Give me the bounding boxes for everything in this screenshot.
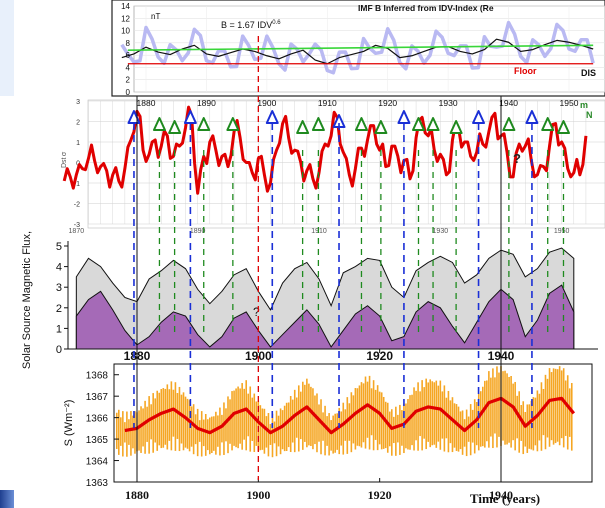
imf-x-tick-label: 1880 <box>137 98 156 108</box>
imf-truncated-label: DIS <box>581 68 596 78</box>
imf-y-tick-label: 2 <box>126 76 131 85</box>
dst-series-line <box>62 105 588 195</box>
flux-y-axis: 5 4 3 2 1 0 <box>56 241 68 356</box>
left-edge-panel <box>0 0 14 96</box>
imf-y-axis: 14 12 10 8 6 4 2 0 <box>121 2 130 97</box>
dst-y-tick-label: -3 <box>74 222 80 229</box>
imf-y-tick-label: 0 <box>126 88 131 97</box>
tsi-x-tick-label: 1940 <box>489 488 513 502</box>
imf-y-tick-label: 8 <box>126 39 131 48</box>
dst-peak-marker-green <box>168 120 182 134</box>
dst-peak-marker-green <box>556 120 570 134</box>
imf-y-label: nT <box>151 12 160 21</box>
dst-x-tick-label: 1870 <box>69 228 85 235</box>
dst-peak-marker-green <box>502 117 516 131</box>
dst-question-mark: ? <box>513 151 521 166</box>
tsi-x-tick-label: 1900 <box>246 488 270 502</box>
imf-y-tick-label: 6 <box>126 51 131 60</box>
dst-y-tick-label: 3 <box>76 99 80 106</box>
flux-x-tick-label: 1920 <box>366 349 393 363</box>
dst-peak-marker-green <box>152 117 166 131</box>
flux-panel: 5 4 3 2 1 0 1880 1900 1920 1940 Solar Source Mag… <box>21 231 598 369</box>
tsi-x-tick-label: 1920 <box>368 488 392 502</box>
dst-y-label: Dst σ <box>61 151 68 168</box>
dst-peak-marker-green <box>411 117 425 131</box>
tsi-smoothed-line <box>124 396 576 435</box>
imf-title: IMF B Inferred from IDV-Index (Re <box>358 3 494 13</box>
tsi-y-label: S (Wm⁻²) <box>63 400 75 447</box>
imf-grid <box>134 5 605 93</box>
dst-peak-marker-green <box>541 117 555 131</box>
dst-markers <box>127 110 570 134</box>
flux-y-tick-label: 2 <box>56 303 62 315</box>
dst-peak-marker-green <box>226 117 240 131</box>
tsi-y-tick-label: 1363 <box>86 478 109 489</box>
imf-y-tick-label: 14 <box>121 2 130 11</box>
flux-y-tick-label: 1 <box>56 323 62 335</box>
dst-peak-marker-green <box>374 120 388 134</box>
imf-floor-label: Floor <box>514 66 537 76</box>
imf-formula-base: B = 1.67 IDV <box>221 20 272 30</box>
flux-y-tick-label: 5 <box>56 241 62 253</box>
dst-peak-marker-green <box>354 117 368 131</box>
imf-x-tick-label: 1900 <box>257 98 276 108</box>
dst-peak-marker-green <box>449 120 463 134</box>
truncated-label-n: N <box>586 110 593 120</box>
vertical-marker-lines <box>133 96 565 482</box>
dst-x-tick-label: 1890 <box>190 228 206 235</box>
imf-formula: B = 1.67 IDV0.6 <box>221 20 281 30</box>
tsi-y-tick-label: 1366 <box>86 414 109 425</box>
imf-mean-line <box>127 44 594 52</box>
dst-y-tick-label: 1 <box>76 140 80 147</box>
dst-peak-marker-green <box>426 117 440 131</box>
flux-y-tick-label: 4 <box>56 262 62 274</box>
imf-x-tick-label: 1950 <box>560 98 579 108</box>
flux-x-axis: 1880 1900 1920 1940 <box>124 349 515 363</box>
tsi-panel: 1368 1367 1366 1365 1364 1363 1880 1900 1920 194… <box>63 363 593 506</box>
tsi-x-label: Time (years) <box>470 491 540 506</box>
flux-y-label: Solar Source Magnetic Flux, <box>21 231 33 369</box>
imf-x-tick-label: 1890 <box>197 98 216 108</box>
tsi-y-axis: 1368 1367 1366 1365 1364 1363 <box>86 371 119 489</box>
dst-peak-marker-green <box>197 117 211 131</box>
imf-x-tick-label: 1930 <box>439 98 458 108</box>
dst-y-tick-label: -1 <box>74 181 80 188</box>
tsi-y-tick-label: 1368 <box>86 371 109 382</box>
dst-x-tick-label: 1950 <box>554 228 570 235</box>
dst-peak-marker-green <box>311 117 325 131</box>
dst-x-axis: 1870 1890 1910 1930 1950 <box>69 228 570 235</box>
dst-y-tick-label: -2 <box>74 202 80 209</box>
flux-y-tick-label: 0 <box>56 344 62 356</box>
tsi-y-tick-label: 1365 <box>86 435 109 446</box>
tsi-y-tick-label: 1367 <box>86 392 109 403</box>
imf-x-tick-label: 1940 <box>499 98 518 108</box>
left-edge-bar <box>0 490 14 508</box>
dst-x-tick-label: 1930 <box>433 228 449 235</box>
imf-panel: 14 12 10 8 6 4 2 0 1880 1890 1900 1910 1920 1930 1940… <box>111 0 605 108</box>
tsi-y-tick-label: 1364 <box>86 457 109 468</box>
truncated-label-m: m <box>580 100 588 110</box>
imf-y-tick-label: 4 <box>126 63 131 72</box>
imf-x-tick-label: 1920 <box>378 98 397 108</box>
dst-x-tick-label: 1910 <box>311 228 327 235</box>
imf-x-axis: 1880 1890 1900 1910 1920 1930 1940 1950 <box>137 98 579 108</box>
flux-y-tick-label: 3 <box>56 282 62 294</box>
tsi-x-tick-label: 1880 <box>125 488 149 502</box>
flux-question-mark: ? <box>253 305 260 319</box>
dst-peak-marker-green <box>296 120 310 134</box>
imf-y-tick-label: 10 <box>121 27 130 36</box>
dst-y-tick-label: 2 <box>76 120 80 127</box>
imf-yearly-band <box>120 20 595 75</box>
imf-x-tick-label: 1910 <box>318 98 337 108</box>
imf-y-tick-label: 12 <box>121 14 130 23</box>
imf-formula-exponent: 0.6 <box>272 20 281 26</box>
